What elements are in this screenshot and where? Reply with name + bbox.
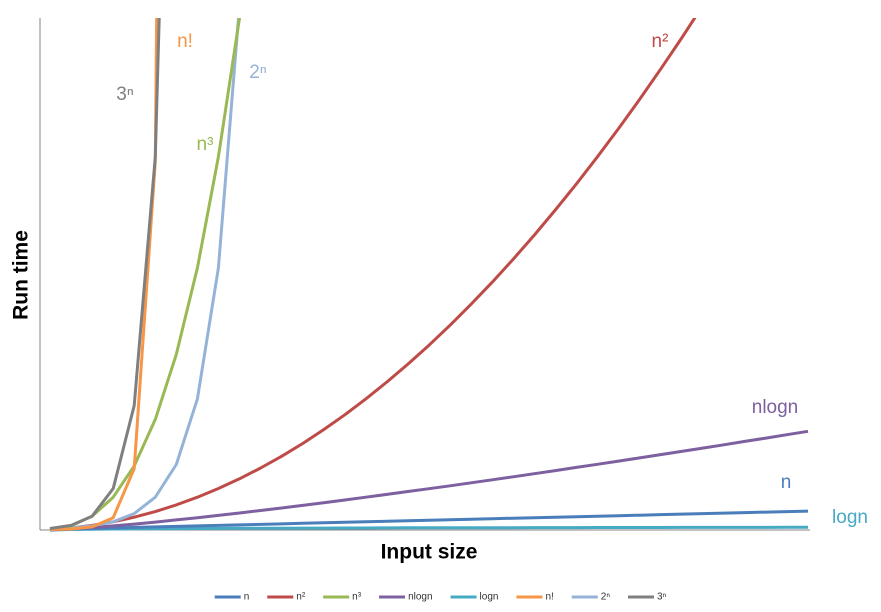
- series-line: [49, 18, 161, 530]
- series-annotation: nlogn: [752, 397, 799, 418]
- series-annotation: logn: [832, 507, 868, 528]
- series-line: [49, 18, 697, 531]
- legend-label: n: [244, 592, 250, 603]
- series-line: [49, 429, 809, 532]
- series-line: [49, 525, 808, 532]
- series-line: [49, 509, 809, 531]
- plot-area: [49, 18, 809, 532]
- legend-label: n²: [296, 592, 306, 603]
- series-annotation: n²: [652, 31, 669, 52]
- series-annotation: 2ⁿ: [249, 62, 267, 83]
- legend: n n² n³ nlogn logn n! 2ⁿ 3ⁿ: [214, 592, 667, 603]
- y-axis-label: Run time: [10, 230, 33, 320]
- series-annotation: n!: [177, 31, 193, 52]
- legend-label: n!: [545, 592, 553, 603]
- series-annotation: 3ⁿ: [116, 84, 134, 105]
- legend-label: nlogn: [408, 592, 432, 603]
- legend-label: n³: [352, 592, 362, 603]
- series-annotation: n³: [197, 134, 214, 155]
- legend-label: logn: [480, 592, 499, 603]
- series-annotation: n: [781, 472, 792, 493]
- legend-label: 3ⁿ: [657, 592, 667, 603]
- x-axis-label: Input size: [381, 541, 478, 564]
- legend-label: 2ⁿ: [601, 592, 611, 603]
